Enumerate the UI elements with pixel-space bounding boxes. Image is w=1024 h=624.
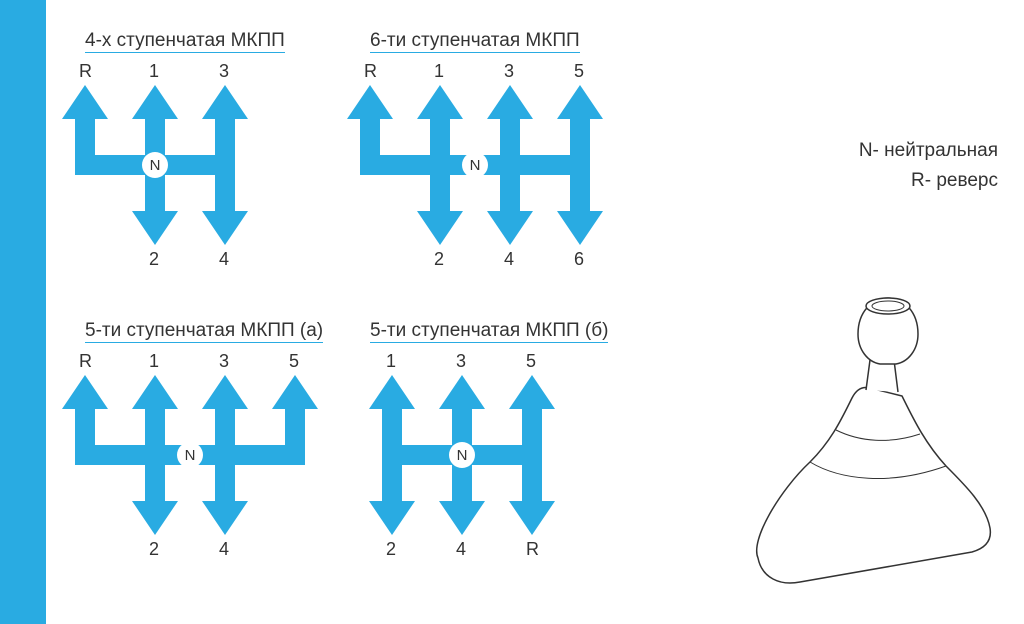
gear-label-top: 1 bbox=[386, 351, 396, 372]
gear-label-bottom: 4 bbox=[504, 249, 514, 270]
neutral-label: N bbox=[470, 157, 481, 174]
diagram-title: 5-ти ступенчатая МКПП (а) bbox=[85, 320, 323, 343]
diagram-title: 6-ти ступенчатая МКПП bbox=[370, 30, 580, 53]
gear-label-bottom: 4 bbox=[219, 539, 229, 560]
diagram-title: 5-ти ступенчатая МКПП (б) bbox=[370, 320, 608, 343]
neutral-label: N bbox=[150, 157, 161, 174]
gear-pattern-d4: N bbox=[57, 57, 253, 273]
gear-label-top: 5 bbox=[526, 351, 536, 372]
gear-label-bottom: 2 bbox=[386, 539, 396, 560]
gear-label-top: 5 bbox=[574, 61, 584, 82]
legend: N- нейтральнаяR- реверс bbox=[859, 136, 998, 197]
gear-label-bottom: 2 bbox=[149, 539, 159, 560]
neutral-label: N bbox=[185, 447, 196, 464]
gear-label-top: 3 bbox=[219, 351, 229, 372]
gear-label-bottom: R bbox=[526, 539, 539, 560]
gear-label-bottom: 4 bbox=[456, 539, 466, 560]
legend-n: N- нейтральная bbox=[859, 136, 998, 166]
gear-pattern-d5b: N bbox=[364, 347, 560, 563]
gearshift-icon bbox=[740, 290, 1000, 600]
gear-label-bottom: 6 bbox=[574, 249, 584, 270]
gear-label-top: R bbox=[364, 61, 377, 82]
gear-label-bottom: 4 bbox=[219, 249, 229, 270]
gear-pattern-d6: N bbox=[342, 57, 608, 273]
legend-r: R- реверс bbox=[859, 166, 998, 196]
neutral-label: N bbox=[457, 447, 468, 464]
gear-label-top: R bbox=[79, 61, 92, 82]
gear-label-top: 5 bbox=[289, 351, 299, 372]
gear-label-bottom: 2 bbox=[434, 249, 444, 270]
gear-label-top: R bbox=[79, 351, 92, 372]
gear-label-top: 1 bbox=[149, 351, 159, 372]
gear-label-top: 1 bbox=[434, 61, 444, 82]
gear-pattern-d5a: N bbox=[57, 347, 323, 563]
diagram-title: 4-х ступенчатая МКПП bbox=[85, 30, 285, 53]
gear-label-bottom: 2 bbox=[149, 249, 159, 270]
gear-label-top: 3 bbox=[456, 351, 466, 372]
gear-label-top: 3 bbox=[504, 61, 514, 82]
gear-label-top: 3 bbox=[219, 61, 229, 82]
gear-label-top: 1 bbox=[149, 61, 159, 82]
